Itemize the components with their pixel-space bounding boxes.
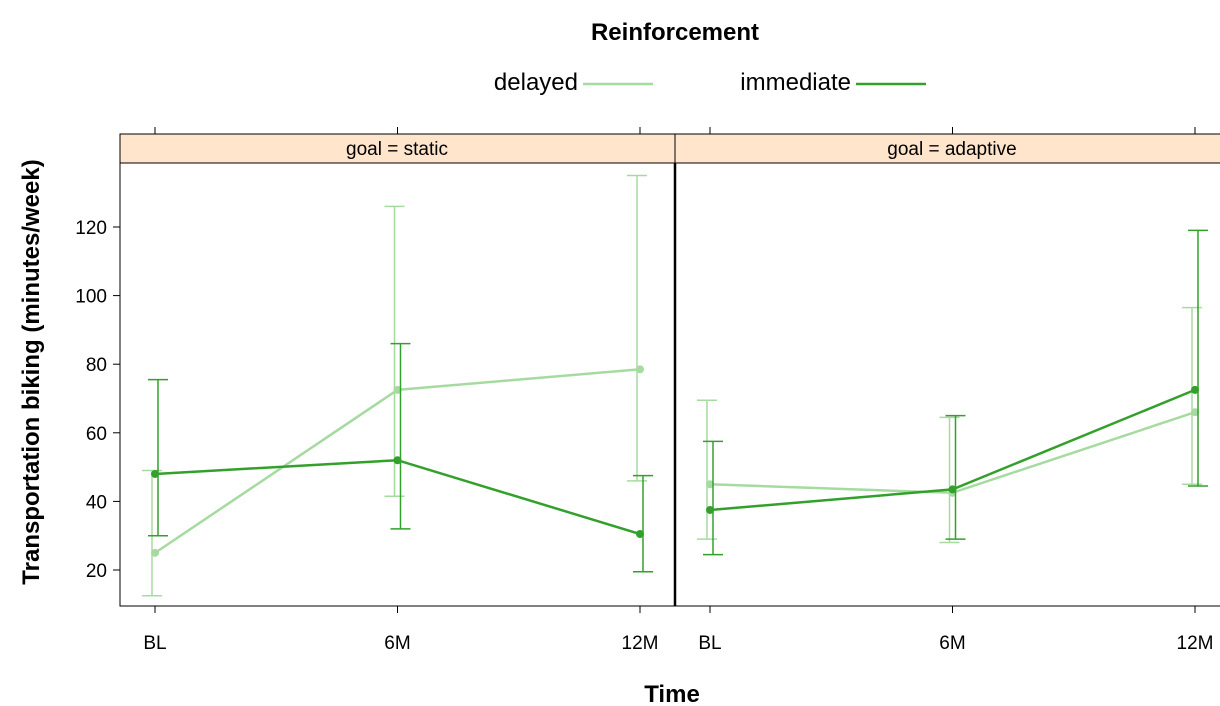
legend-label-immediate: immediate: [740, 69, 851, 96]
data-point-immediate: [1191, 385, 1199, 394]
plot-area-static: [119, 162, 676, 607]
strip-adaptive: [674, 133, 1220, 164]
y-tick-label: 60: [86, 424, 107, 445]
x-axis-title: Time: [644, 681, 700, 706]
x-tick-label: BL: [143, 633, 166, 654]
legend-title: Reinforcement: [591, 19, 759, 46]
legend-label-delayed: delayed: [494, 69, 578, 96]
marks-static: [142, 174, 653, 597]
marks-adaptive: [697, 229, 1208, 556]
x-tick-label: 12M: [622, 633, 659, 654]
data-point-delayed: [636, 365, 644, 374]
data-point-immediate: [393, 456, 402, 465]
x-tick-label: 6M: [939, 633, 965, 654]
panel-static: goal = static: [119, 133, 676, 607]
y-tick-label: 100: [75, 287, 107, 308]
panel-adaptive: goal = adaptive: [674, 133, 1220, 607]
data-point-delayed: [151, 548, 159, 557]
strip-label-static: goal = static: [346, 139, 448, 160]
y-tick-label: 120: [75, 218, 107, 239]
axes: 20 40 60 80 100 120 BL 6M 12M BL 6M 12M: [75, 127, 1213, 654]
series-line-immediate: [154, 458, 641, 536]
strip-static: [119, 133, 676, 164]
data-point-immediate: [636, 529, 644, 538]
y-tick-label: 20: [86, 561, 107, 582]
data-point-immediate: [948, 485, 957, 494]
strip-label-adaptive: goal = adaptive: [887, 139, 1016, 160]
x-tick-label: BL: [698, 633, 721, 654]
data-point-immediate: [151, 469, 159, 478]
y-tick-label: 40: [86, 492, 107, 513]
series-line-delayed: [709, 411, 1196, 495]
legend: Reinforcement delayed immediate: [494, 19, 926, 96]
x-tick-label: 12M: [1177, 633, 1214, 654]
y-axis-title: Transportation biking (minutes/week): [18, 159, 45, 584]
y-tick-label: 80: [86, 355, 107, 376]
x-tick-label: 6M: [384, 633, 410, 654]
data-point-immediate: [706, 505, 714, 514]
